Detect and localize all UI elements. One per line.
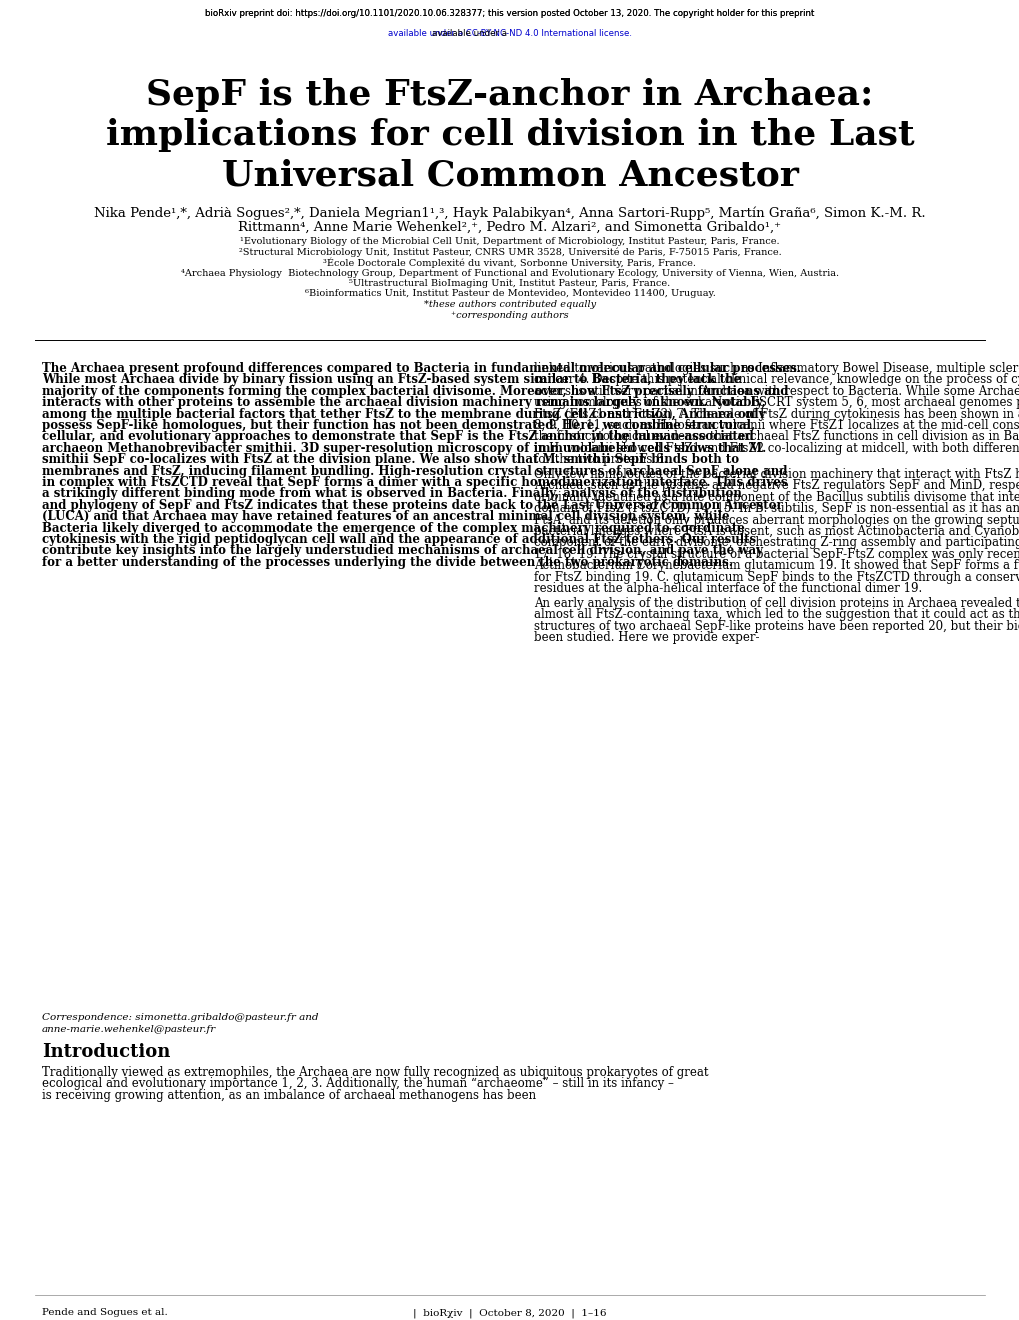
Text: bioRxiv preprint doi: https://doi.org/10.1101/2020.10.06.328377; this version po: bioRxiv preprint doi: https://doi.org/10… <box>205 9 814 18</box>
Text: been studied. Here we provide exper-: been studied. Here we provide exper- <box>534 631 759 644</box>
Text: Universal Common Ancestor: Universal Common Ancestor <box>221 158 798 191</box>
Text: |  bioRχiv  |  October 8, 2020  |  1–16: | bioRχiv | October 8, 2020 | 1–16 <box>413 1308 606 1317</box>
Text: ¹Evolutionary Biology of the Microbial Cell Unit, Department of Microbiology, In: ¹Evolutionary Biology of the Microbial C… <box>239 238 780 246</box>
Text: 17, 18, 19. The crystal structure of a bacterial SepF-FtsZ complex was only rece: 17, 18, 19. The crystal structure of a b… <box>534 548 1019 561</box>
Text: ⁵Ultrastructural BioImaging Unit, Institut Pasteur, Paris, France.: ⁵Ultrastructural BioImaging Unit, Instit… <box>350 279 669 288</box>
Text: Only few homologues of the bacterial division machinery that interact with FtsZ : Only few homologues of the bacterial div… <box>534 469 1019 480</box>
Text: *these authors contributed equally: *these authors contributed equally <box>424 300 595 309</box>
Text: in H. volcanii showed FtsZ1 and FtsZ2 co-localizing at midcell, with both differ: in H. volcanii showed FtsZ1 and FtsZ2 co… <box>534 442 1019 455</box>
Text: for the two proteins 8.: for the two proteins 8. <box>534 453 666 466</box>
Text: actors is still very partial in Archaea with respect to Bacteria. While some Arc: actors is still very partial in Archaea … <box>534 385 1019 397</box>
Text: ³École Doctorale Complexité du vivant, Sorbonne University, Paris, France.: ³École Doctorale Complexité du vivant, S… <box>323 257 696 268</box>
Text: domain of FtsZ (FtsZCTD) 14, 15. In B. subtilis, SepF is non-essential as it has: domain of FtsZ (FtsZCTD) 14, 15. In B. s… <box>534 502 1019 515</box>
Text: contribute key insights into the largely understudied mechanisms of archaeal cel: contribute key insights into the largely… <box>42 544 762 557</box>
Text: for a better understanding of the processes underlying the divide between the tw: for a better understanding of the proces… <box>42 556 733 569</box>
Text: Rittmann⁴, Anne Marie Wehenkel²,⁺, Pedro M. Alzari², and Simonetta Gribaldo¹,⁺: Rittmann⁴, Anne Marie Wehenkel²,⁺, Pedro… <box>238 220 781 234</box>
Text: cytokinesis with the rigid peptidoglycan cell wall and the appearance of additio: cytokinesis with the rigid peptidoglycan… <box>42 533 755 546</box>
Text: implications for cell division in the Last: implications for cell division in the La… <box>106 117 913 152</box>
Text: majority of the components forming the complex bacterial divisome. Moreover, how: majority of the components forming the c… <box>42 385 788 397</box>
Text: 8, 9, 10, 11, such as Haloferax volcanii where FtsZ1 localizes at the mid-cell c: 8, 9, 10, 11, such as Haloferax volcanii… <box>534 418 1019 432</box>
Text: Pende and Sogues et al.: Pende and Sogues et al. <box>42 1308 167 1317</box>
Text: a strikingly different binding mode from what is observed in Bacteria. Finally, : a strikingly different binding mode from… <box>42 487 741 500</box>
Text: originally identified as a late component of the Bacillus subtilis divisome that: originally identified as a late componen… <box>534 491 1019 504</box>
Text: While most Archaea divide by binary fission using an FtsZ-based system similar t: While most Archaea divide by binary fiss… <box>42 374 741 387</box>
Text: linked to various pathologies such as Inflammatory Bowel Disease, multiple scler: linked to various pathologies such as In… <box>534 362 1019 375</box>
Text: using homologues of the eukaryotic ESCRT system 5, 6, most archaeal genomes poss: using homologues of the eukaryotic ESCRT… <box>534 396 1019 409</box>
Text: ²Structural Microbiology Unit, Institut Pasteur, CNRS UMR 3528, Université de Pa: ²Structural Microbiology Unit, Institut … <box>238 248 781 257</box>
Text: bacterial lineages where FtsA is absent, such as most Actinobacteria and Cyanoba: bacterial lineages where FtsA is absent,… <box>534 525 1019 539</box>
Text: FtsA, and its deletion only produces aberrant morphologies on the growing septum: FtsA, and its deletion only produces abe… <box>534 513 1019 527</box>
Text: possess SepF-like homologues, but their function has not been demonstrated. Here: possess SepF-like homologues, but their … <box>42 418 754 432</box>
Text: cellular, and evolutionary approaches to demonstrate that SepF is the FtsZ ancho: cellular, and evolutionary approaches to… <box>42 430 753 444</box>
Text: ⁴Archaea Physiology  Biotechnology Group, Department of Functional and Evolution: ⁴Archaea Physiology Biotechnology Group,… <box>180 268 839 277</box>
Text: interacts with other proteins to assemble the archaeal division machinery remain: interacts with other proteins to assembl… <box>42 396 765 409</box>
Text: available under a CC-BY-NC-ND 4.0 International license.: available under a CC-BY-NC-ND 4.0 Intern… <box>387 29 632 38</box>
Text: Introduction: Introduction <box>42 1043 170 1061</box>
Text: Bacteria likely diverged to accommodate the emergence of the complex machinery r: Bacteria likely diverged to accommodate … <box>42 521 744 535</box>
Text: among the multiple bacterial factors that tether FtsZ to the membrane during cel: among the multiple bacterial factors tha… <box>42 408 764 421</box>
Text: ecological and evolutionary importance 1, 2, 3. Additionally, the human “archaeo: ecological and evolutionary importance 1… <box>42 1077 674 1090</box>
Text: An early analysis of the distribution of cell division proteins in Archaea revea: An early analysis of the distribution of… <box>534 597 1019 610</box>
Text: component of the early divisome, orchestrating Z-ring assembly and participating: component of the early divisome, orchest… <box>534 536 1019 549</box>
Text: available under a: available under a <box>432 29 510 38</box>
Text: smithii SepF co-localizes with FtsZ at the division plane. We also show that M. : smithii SepF co-localizes with FtsZ at t… <box>42 453 739 466</box>
Text: The Archaea present profound differences compared to Bacteria in fundamental mol: The Archaea present profound differences… <box>42 362 800 375</box>
Text: cancer 4. Despite this potential clinical relevance, knowledge on the process of: cancer 4. Despite this potential clinica… <box>534 374 1019 387</box>
Text: and phylogeny of SepF and FtsZ indicates that these proteins date back to the La: and phylogeny of SepF and FtsZ indicates… <box>42 499 782 512</box>
Text: in complex with FtsZCTD reveal that SepF forms a dimer with a specific homodimer: in complex with FtsZCTD reveal that SepF… <box>42 477 787 488</box>
Text: is receiving growing attention, as an imbalance of archaeal methanogens has been: is receiving growing attention, as an im… <box>42 1089 536 1102</box>
Text: residues at the alpha-helical interface of the functional dimer 19.: residues at the alpha-helical interface … <box>534 582 921 595</box>
Text: FtsZ (FtsZ1 and FtsZ2) 7. The role of FtsZ during cytokinesis has been shown in : FtsZ (FtsZ1 and FtsZ2) 7. The role of Ft… <box>534 408 1019 421</box>
Text: SepF is the FtsZ-anchor in Archaea:: SepF is the FtsZ-anchor in Archaea: <box>146 78 873 112</box>
Text: bioRxiv preprint doi: https://doi.org/10.1101/2020.10.06.328377; this version po: bioRxiv preprint doi: https://doi.org/10… <box>205 9 814 18</box>
Text: Actinobacterium Corynebacterium glutamicum 19. It showed that SepF forms a funct: Actinobacterium Corynebacterium glutamic… <box>534 560 1019 572</box>
Text: ⁺corresponding authors: ⁺corresponding authors <box>450 310 569 319</box>
Text: the first cytological evidence that archaeal FtsZ functions in cell division as : the first cytological evidence that arch… <box>534 430 1019 444</box>
Text: archaeon Methanobrevibacter smithii. 3D super-resolution microscopy of immunolab: archaeon Methanobrevibacter smithii. 3D … <box>42 442 765 455</box>
Text: structures of two archaeal SepF-like proteins have been reported 20, but their b: structures of two archaeal SepF-like pro… <box>534 619 1019 632</box>
Text: ⁶Bioinformatics Unit, Institut Pasteur de Montevideo, Montevideo 11400, Uruguay.: ⁶Bioinformatics Unit, Institut Pasteur d… <box>305 289 714 298</box>
Text: Nika Pende¹,*, Adrià Sogues²,*, Daniela Megrian1¹,³, Hayk Palabikyan⁴, Anna Sart: Nika Pende¹,*, Adrià Sogues²,*, Daniela … <box>94 206 925 219</box>
Text: membranes and FtsZ, inducing filament bundling. High-resolution crystal structur: membranes and FtsZ, inducing filament bu… <box>42 465 787 478</box>
Text: Archaea, such as the positive and negative FtsZ regulators SepF and MinD, respec: Archaea, such as the positive and negati… <box>534 479 1019 492</box>
Text: (LUCA) and that Archaea may have retained features of an ancestral minimal cell : (LUCA) and that Archaea may have retaine… <box>42 511 729 523</box>
Text: Correspondence: simonetta.gribaldo@pasteur.fr and
anne-marie.wehenkel@pasteur.fr: Correspondence: simonetta.gribaldo@paste… <box>42 1012 318 1034</box>
Text: for FtsZ binding 19. C. glutamicum SepF binds to the FtsZCTD through a conserved: for FtsZ binding 19. C. glutamicum SepF … <box>534 570 1019 583</box>
Text: almost all FtsZ-containing taxa, which led to the suggestion that it could act a: almost all FtsZ-containing taxa, which l… <box>534 609 1019 622</box>
Text: Traditionally viewed as extremophiles, the Archaea are now fully recognized as u: Traditionally viewed as extremophiles, t… <box>42 1067 708 1078</box>
